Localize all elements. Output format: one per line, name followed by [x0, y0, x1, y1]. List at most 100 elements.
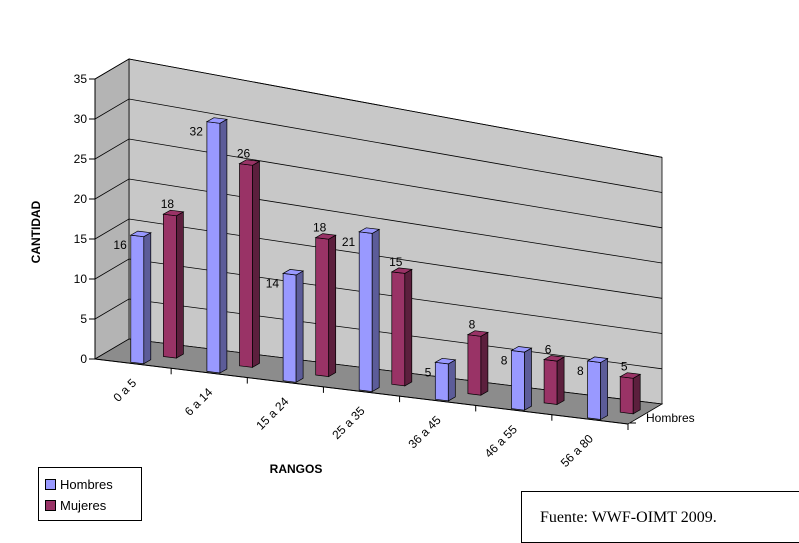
bar-mujeres-4: [466, 330, 489, 396]
y-tick-label: 35: [74, 72, 88, 86]
bar-hombres-6-side: [600, 357, 608, 421]
bar-hombres-4-top: [434, 357, 457, 365]
legend-item-mujeres: Mujeres: [45, 496, 106, 514]
bar-mujeres-0-side: [176, 211, 184, 359]
bar-mujeres-1-front: [239, 163, 253, 368]
bar-hombres-5: [510, 346, 533, 411]
bar-hombres-6-top: [586, 356, 609, 363]
legend-swatch-mujeres: [45, 499, 56, 511]
bar-mujeres-5-label: 6: [545, 343, 552, 357]
legend-label-hombres: Hombres: [60, 476, 113, 492]
bar-hombres-3-front: [358, 231, 373, 392]
bar-hombres-6: [586, 356, 609, 421]
legend-label-mujeres: Mujeres: [60, 497, 107, 513]
x-tick-label: 0 a 5: [110, 376, 139, 405]
source-box: Fuente: WWF-OIMT 2009.: [521, 491, 799, 543]
bar-mujeres-3-front: [391, 271, 406, 387]
bar-hombres-4-side: [447, 359, 456, 402]
depth-axis-label: Hombres: [646, 411, 695, 425]
bar-hombres-3: [358, 227, 381, 393]
bar-hombres-6-front: [587, 360, 601, 420]
bar-mujeres-4-front: [467, 334, 482, 396]
bar-mujeres-1-label: 26: [237, 147, 251, 161]
bar-hombres-1-side: [219, 118, 228, 374]
bar-hombres-4-label: 5: [425, 365, 432, 379]
bar-mujeres-2-label: 18: [313, 221, 327, 235]
bar-mujeres-0-front: [163, 213, 177, 359]
bar-hombres-3-side: [371, 228, 380, 393]
source-text: Fuente: WWF-OIMT 2009.: [540, 509, 717, 526]
bar-hombres-5-label: 8: [501, 353, 508, 367]
gridline: [94, 178, 663, 264]
bar-hombres-0-top: [129, 230, 152, 238]
bar-mujeres-2-side: [328, 234, 337, 378]
bar-mujeres-5: [543, 355, 566, 406]
y-tick-label: 15: [74, 232, 88, 246]
bar-mujeres-1: [238, 159, 261, 368]
bar-mujeres-2-top: [314, 233, 337, 240]
bars: [129, 117, 642, 421]
bar-hombres-1-label: 32: [190, 125, 204, 139]
bar-mujeres-0-top: [162, 209, 185, 217]
y-tick-label: 10: [74, 272, 88, 286]
bar-hombres-5-top: [510, 346, 533, 353]
bar-mujeres-3-top: [390, 267, 413, 274]
bar-mujeres-4-top: [466, 330, 489, 337]
bar-hombres-3-label: 21: [342, 235, 356, 249]
data-labels: 18 16 26 32 18 14 15 21 8 5 6 8 5 8: [113, 125, 627, 380]
bar-mujeres-4-label: 8: [469, 318, 476, 332]
bar-hombres-0: [129, 230, 152, 365]
gridline: [94, 58, 663, 158]
bar-hombres-1-front: [206, 121, 221, 374]
x-axis-line: [94, 358, 629, 425]
bar-hombres-1: [205, 117, 228, 374]
y-tick-label: 30: [74, 112, 88, 126]
bar-mujeres-6-front: [619, 376, 634, 415]
bar-mujeres-5-side: [556, 356, 565, 406]
bar-hombres-4-front: [434, 361, 449, 402]
y-tick-label: 5: [80, 312, 87, 326]
bar-mujeres-2-front: [315, 237, 330, 377]
bar-hombres-0-side: [143, 232, 152, 365]
bar-hombres-0-label: 16: [113, 238, 127, 252]
bar-hombres-6-label: 8: [577, 364, 584, 378]
gridline: [94, 138, 663, 229]
bar-mujeres-6: [619, 372, 642, 415]
y-axis: 0 5 10 15 20 25 30 35: [74, 72, 96, 366]
x-tick-label: 36 a 45: [406, 413, 444, 451]
bar-mujeres-6-side: [632, 373, 641, 415]
bar-hombres-2-front: [282, 273, 297, 383]
bar-hombres-2: [282, 269, 305, 383]
legend-item-hombres: Hombres: [45, 475, 113, 493]
bar-hombres-2-top: [282, 269, 305, 276]
bar-mujeres-1-top: [238, 159, 261, 166]
x-axis-title: RANGOS: [270, 462, 323, 476]
bar-mujeres-0: [162, 209, 185, 359]
bar-mujeres-5-top: [543, 355, 566, 362]
bar-mujeres-6-top: [619, 372, 642, 379]
bar-mujeres-1-side: [252, 160, 260, 368]
bar-hombres-1-top: [205, 117, 228, 124]
bar-hombres-4: [434, 357, 457, 402]
x-tick-label: 6 a 14: [182, 385, 216, 419]
x-tick-label: 25 a 35: [329, 403, 367, 441]
bar-hombres-0-front: [130, 234, 145, 365]
x-tick-label: 56 a 80: [558, 431, 596, 469]
bar-mujeres-2: [314, 233, 337, 378]
x-tick-label: 46 a 55: [482, 422, 520, 460]
bar-mujeres-5-front: [543, 359, 558, 405]
legend-swatch-hombres: [45, 478, 56, 490]
bar-mujeres-4-side: [480, 331, 489, 396]
bar-hombres-3-top: [358, 227, 381, 234]
bar-hombres-2-label: 14: [266, 276, 280, 290]
bar-mujeres-6-label: 5: [621, 360, 628, 374]
gridline: [94, 218, 663, 299]
bar-mujeres-3-label: 15: [389, 255, 403, 269]
legend: Hombres Mujeres: [38, 467, 142, 521]
y-tick-label: 20: [74, 192, 88, 206]
gridline: [94, 98, 663, 193]
y-tick-label: 0: [80, 352, 87, 366]
bar-hombres-2-side: [295, 270, 304, 383]
